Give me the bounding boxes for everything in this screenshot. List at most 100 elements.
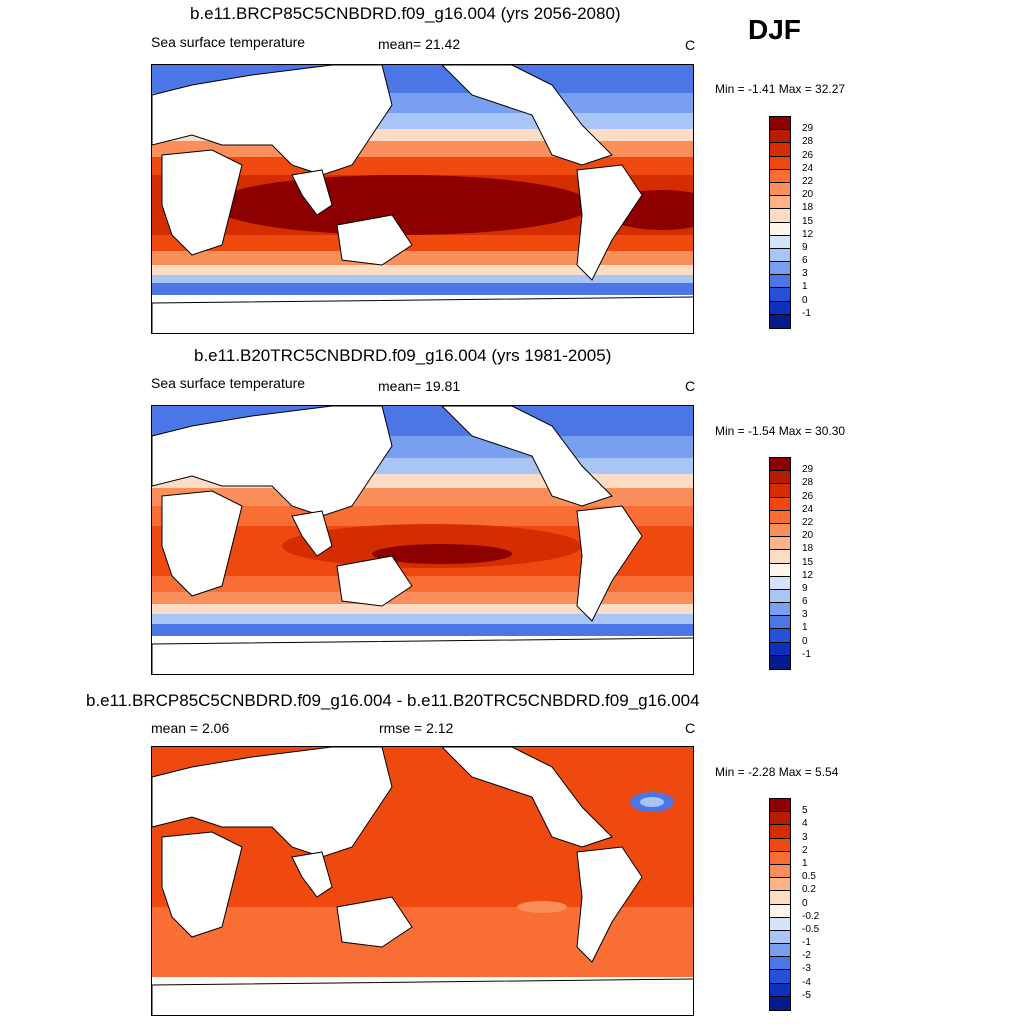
- panel2-variable-label: Sea surface temperature: [151, 375, 306, 391]
- panel1-minmax: Min = -1.41 Max = 32.27: [715, 82, 846, 96]
- panel2-colorbar-swatch: [770, 458, 790, 472]
- panel2-colorbar-swatch: [770, 510, 790, 524]
- panel1-variable-label: Sea surface temperature: [151, 34, 306, 50]
- panel1-colorbar-tick-label: 26: [802, 149, 814, 161]
- panel3-map: [151, 746, 694, 1016]
- panel1-colorbar-swatch: [770, 222, 790, 236]
- panel2-colorbar-swatch: [770, 603, 790, 617]
- panel3-colorbar-tick-label: 2: [802, 844, 808, 856]
- panel2-colorbar-tick-label: 9: [802, 582, 808, 594]
- panel2-colorbar-tick-label: 6: [802, 596, 808, 608]
- panel2-colorbar-tick-label: 29: [802, 464, 814, 476]
- panel1-colorbar-swatch: [770, 182, 790, 197]
- panel2-colorbar-swatch: [770, 523, 790, 538]
- panel2-colorbar-tick-label: 22: [802, 516, 814, 528]
- panel3-colorbar-tick-label: 3: [802, 831, 808, 843]
- panel3-colorbar-tick-label: -3: [802, 963, 811, 975]
- panel2-colorbar-swatch: [770, 616, 790, 630]
- panel3-colorbar-swatch: [770, 917, 790, 931]
- panel1-colorbar-tick-label: 9: [802, 241, 808, 253]
- panel3-colorbar-swatch: [770, 970, 790, 984]
- panel2-colorbar: [769, 457, 791, 670]
- panel3-colorbar-swatch: [770, 904, 790, 918]
- panel1-colorbar-tick-label: 1: [802, 281, 808, 293]
- panel2-colorbar-tick-label: 20: [802, 530, 814, 542]
- panel2-colorbar-tick-label: 28: [802, 477, 814, 489]
- panel1-colorbar-swatch: [770, 248, 790, 263]
- panel1-map: [151, 64, 694, 334]
- panel1-colorbar-tick-label: 28: [802, 136, 814, 148]
- panel1-colorbar-swatch: [770, 301, 790, 315]
- panel3-colorbar-tick-label: 5: [802, 805, 808, 817]
- panel3-colorbar-swatch: [770, 851, 790, 865]
- panel3-mean-label: mean = 2.06: [151, 720, 230, 736]
- panel3-colorbar-swatch: [770, 812, 790, 826]
- panel1-colorbar-tick-label: 12: [802, 228, 814, 240]
- panel1-colorbar-tick-label: 24: [802, 162, 814, 174]
- panel2-colorbar-swatch: [770, 629, 790, 643]
- panel2-mean-label: mean= 19.81: [378, 378, 461, 394]
- panel1-colorbar-swatch: [770, 196, 790, 210]
- panel1-colorbar-tick-label: 6: [802, 255, 808, 267]
- panel2-minmax: Min = -1.54 Max = 30.30: [715, 424, 846, 438]
- panel2-colorbar-tick-label: 24: [802, 503, 814, 515]
- panel2-colorbar-swatch: [770, 484, 790, 498]
- panel1-colorbar-tick-label: 20: [802, 189, 814, 201]
- panel3-colorbar-swatch: [770, 930, 790, 945]
- panel2-colorbar-swatch: [770, 471, 790, 485]
- panel3-colorbar-tick-label: 0.5: [802, 871, 816, 883]
- panel3-colorbar-tick-label: 0.2: [802, 884, 816, 896]
- panel1-colorbar-tick-label: 29: [802, 123, 814, 135]
- panel2-colorbar-tick-label: 12: [802, 569, 814, 581]
- panel3-colorbar-tick-label: -2: [802, 950, 811, 962]
- panel1-colorbar-swatch: [770, 117, 790, 131]
- panel3-colorbar: [769, 798, 791, 1011]
- panel3-rmse-label: rmse = 2.12: [379, 720, 454, 736]
- panel3-colorbar-swatch: [770, 878, 790, 892]
- panel3-colorbar-tick-label: 1: [802, 857, 808, 869]
- panel3-colorbar-tick-label: -4: [802, 976, 811, 988]
- season-label: DJF: [748, 14, 801, 45]
- panel3-title: b.e11.BRCP85C5CNBDRD.f09_g16.004 - b.e11…: [86, 691, 700, 710]
- panel2-colorbar-swatch: [770, 642, 790, 656]
- panel1-colorbar-swatch: [770, 209, 790, 223]
- panel3-colorbar-swatch: [770, 799, 790, 813]
- panel2-colorbar-tick-label: -1: [802, 648, 811, 660]
- panel3-colorbar-swatch: [770, 891, 790, 905]
- panel3-colorbar-swatch: [770, 944, 790, 958]
- panel1-colorbar-tick-label: -1: [802, 307, 811, 319]
- panel1-units: C: [685, 37, 696, 53]
- panel3-colorbar-swatch: [770, 957, 790, 971]
- panel2-colorbar-swatch: [770, 655, 790, 669]
- panel3-colorbar-tick-label: 4: [802, 818, 808, 830]
- panel1-title: b.e11.BRCP85C5CNBDRD.f09_g16.004 (yrs 20…: [190, 4, 621, 23]
- panel1-colorbar-swatch: [770, 143, 790, 157]
- panel2-colorbar-swatch: [770, 537, 790, 551]
- panel1-colorbar-swatch: [770, 235, 790, 249]
- panel3-colorbar-swatch: [770, 983, 790, 997]
- panel2-colorbar-swatch: [770, 576, 790, 590]
- panel3-colorbar-tick-label: -1: [802, 937, 811, 949]
- panel1-colorbar-swatch: [770, 275, 790, 289]
- panel2-map: [151, 405, 694, 675]
- panel3-colorbar-tick-label: -0.5: [802, 923, 820, 935]
- panel3-colorbar-swatch: [770, 825, 790, 839]
- panel3-colorbar-swatch: [770, 838, 790, 852]
- panel2-title: b.e11.B20TRC5CNBDRD.f09_g16.004 (yrs 198…: [194, 346, 612, 365]
- panel1-colorbar-swatch: [770, 169, 790, 183]
- panel2-colorbar-tick-label: 0: [802, 635, 808, 647]
- panel1-colorbar-swatch: [770, 314, 790, 328]
- panel3-colorbar-tick-label: -5: [802, 989, 811, 1001]
- panel1-colorbar-swatch: [770, 288, 790, 302]
- panel2-colorbar-tick-label: 3: [802, 609, 808, 621]
- panel1-colorbar-tick-label: 15: [802, 215, 814, 227]
- panel2-units: C: [685, 378, 696, 394]
- panel2-colorbar-swatch: [770, 497, 790, 511]
- panel3-colorbar-tick-label: 0: [802, 897, 808, 909]
- panel1-colorbar: [769, 116, 791, 329]
- panel1-colorbar-swatch: [770, 156, 790, 170]
- panel1-colorbar-tick-label: 22: [802, 175, 814, 187]
- panel3-colorbar-swatch: [770, 996, 790, 1010]
- panel1-colorbar-tick-label: 18: [802, 202, 814, 214]
- panel3-minmax: Min = -2.28 Max = 5.54: [715, 765, 839, 779]
